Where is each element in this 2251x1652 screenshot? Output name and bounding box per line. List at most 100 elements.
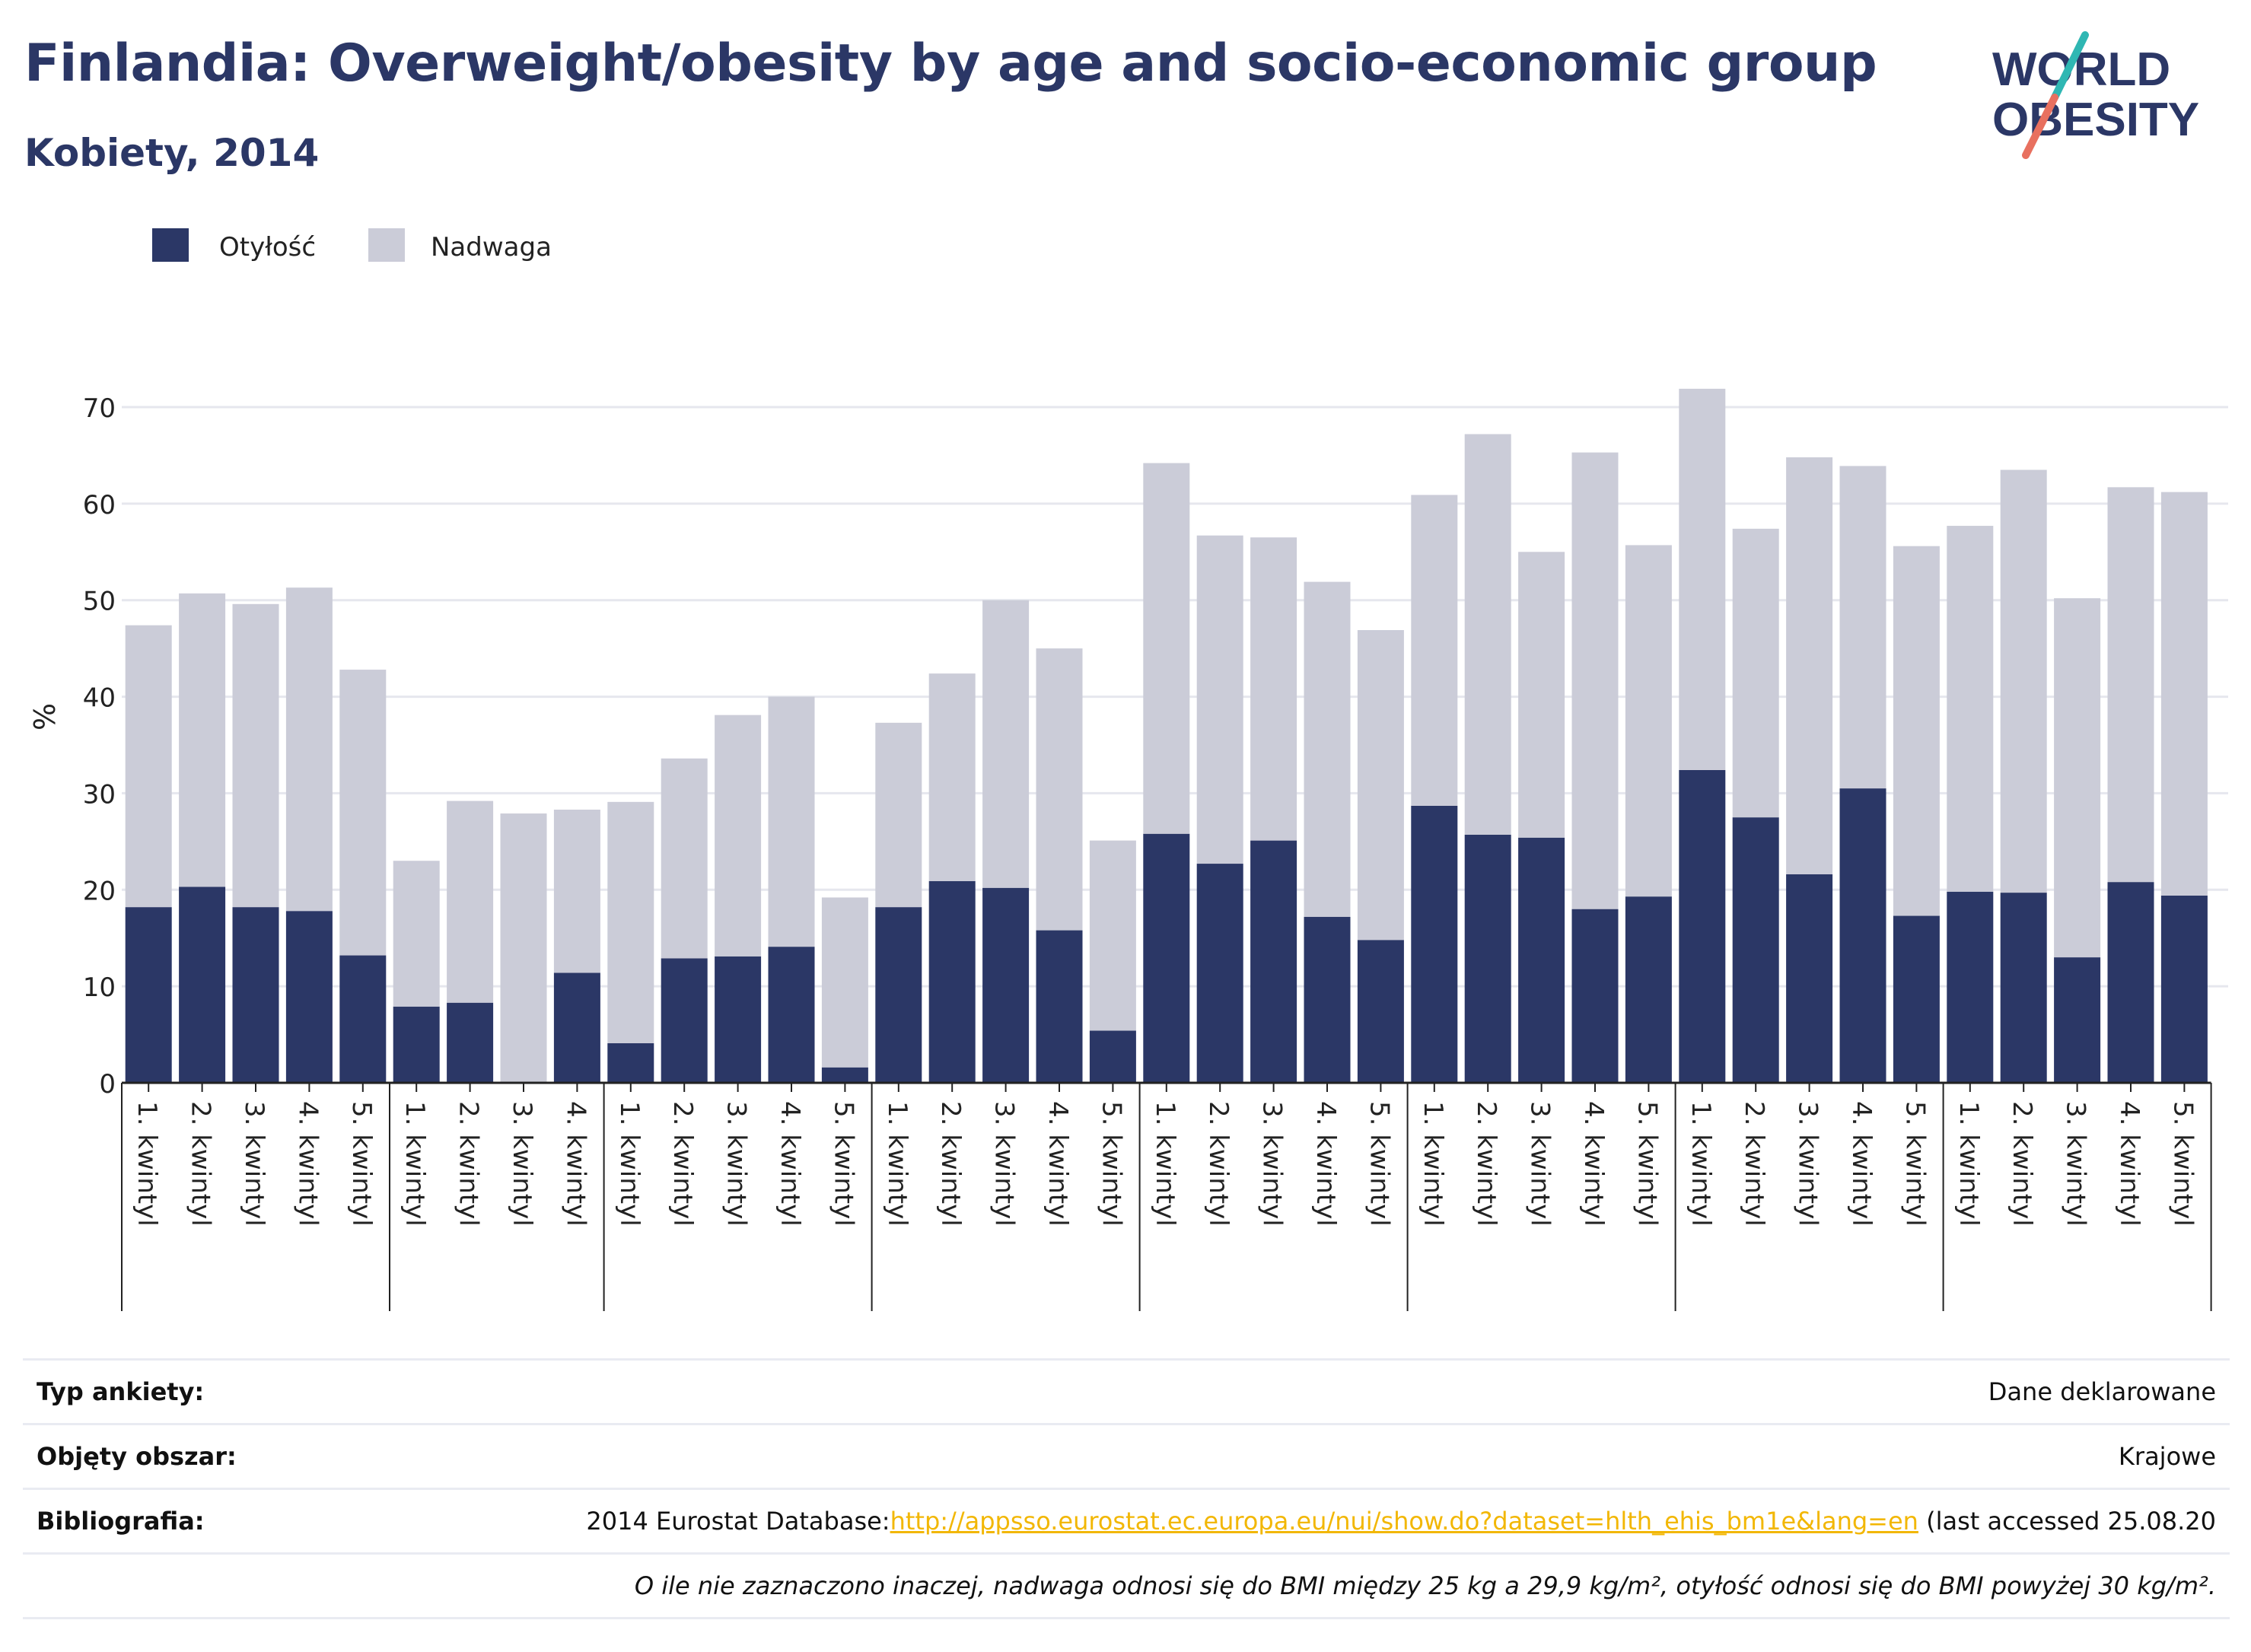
- survey-type-value: Dane deklarowane: [1988, 1377, 2216, 1406]
- y-tick-label: 20: [83, 876, 116, 906]
- area-label: Objęty obszar:: [37, 1442, 237, 1471]
- x-category-label: 4. kwintyl: [1043, 1101, 1073, 1227]
- bar-obesity: [928, 880, 976, 1083]
- bar-overweight: [125, 625, 172, 908]
- info-row-area: Objęty obszar: Krajowe: [23, 1423, 2230, 1488]
- bar-obesity: [875, 907, 922, 1083]
- bar-overweight: [1571, 452, 1619, 909]
- y-tick-label: 40: [83, 683, 116, 714]
- bar-overweight: [393, 861, 440, 1007]
- bar-obesity: [1464, 834, 1511, 1083]
- x-category-label: 3. kwintyl: [989, 1101, 1020, 1227]
- bar-overweight: [232, 603, 279, 908]
- y-tick-label: 50: [83, 587, 116, 617]
- x-category-label: 3. kwintyl: [1257, 1101, 1288, 1227]
- bar-overweight: [715, 715, 762, 957]
- bar-obesity: [1947, 891, 1994, 1083]
- x-category-label: 5. kwintyl: [828, 1101, 858, 1227]
- bar-obesity: [607, 1042, 654, 1083]
- bar-obesity: [1839, 788, 1886, 1083]
- bar-overweight: [661, 758, 708, 959]
- logo-slash-top: [2051, 31, 2089, 101]
- bar-overweight: [1893, 546, 1940, 916]
- bar-obesity: [553, 972, 600, 1083]
- x-category-label: 2. kwintyl: [186, 1101, 216, 1227]
- bar-obesity: [821, 1067, 868, 1083]
- bar-obesity: [1196, 864, 1243, 1083]
- y-axis-label: %: [28, 703, 62, 731]
- x-category-label: 3. kwintyl: [721, 1101, 752, 1227]
- bar-obesity: [2000, 893, 2047, 1083]
- x-category-label: 5. kwintyl: [1632, 1101, 1662, 1227]
- x-category-label: 3. kwintyl: [1793, 1101, 1823, 1227]
- definition-note: O ile nie zaznaczono inaczej, nadwaga od…: [634, 1571, 2216, 1600]
- bar-obesity: [339, 955, 387, 1083]
- bar-obesity: [1411, 805, 1458, 1083]
- x-category-label: 1. kwintyl: [1418, 1101, 1448, 1227]
- x-category-label: 4. kwintyl: [1310, 1101, 1341, 1227]
- bar-obesity: [1357, 940, 1404, 1083]
- y-tick-label: 10: [83, 972, 116, 1003]
- bibliography-prefix: 2014 Eurostat Database:: [586, 1507, 890, 1536]
- x-category-label: 2. kwintyl: [1739, 1101, 1769, 1227]
- y-tick-label: 70: [83, 393, 116, 424]
- bar-overweight: [1250, 537, 1297, 841]
- bar-overweight: [1464, 434, 1511, 835]
- x-category-label: 3. kwintyl: [2061, 1101, 2091, 1227]
- bar-obesity: [1036, 930, 1083, 1083]
- bar-obesity: [715, 956, 762, 1083]
- x-category-label: 1. kwintyl: [132, 1101, 162, 1227]
- y-tick-label: 60: [83, 490, 116, 520]
- x-category-label: 2. kwintyl: [454, 1101, 484, 1227]
- logo-word-world: WORLD: [1992, 43, 2170, 96]
- bar-obesity: [1304, 916, 1351, 1083]
- x-category-label: 5. kwintyl: [1364, 1101, 1394, 1227]
- x-category-label: 2. kwintyl: [1471, 1101, 1501, 1227]
- x-category-label: 1. kwintyl: [614, 1101, 645, 1227]
- info-table: Typ ankiety: Dane deklarowane Objęty obs…: [23, 1358, 2230, 1619]
- bar-obesity: [1732, 817, 1779, 1083]
- area-value: Krajowe: [2118, 1442, 2216, 1471]
- bar-obesity: [447, 1002, 494, 1083]
- x-category-label: 4. kwintyl: [560, 1101, 591, 1227]
- x-category-label: 1. kwintyl: [882, 1101, 912, 1227]
- bar-overweight: [1089, 840, 1136, 1031]
- bar-obesity: [1786, 874, 1833, 1083]
- page-subtitle: Kobiety, 2014: [24, 131, 320, 175]
- bar-obesity: [1250, 840, 1297, 1083]
- info-row-bibliography: Bibliografia: 2014 Eurostat Database:htt…: [23, 1488, 2230, 1552]
- bar-overweight: [1143, 463, 1190, 834]
- stacked-bar-chart: Otyłość Nadwaga 0 10 20 30 40 50 60 70 1. kwinty…: [28, 228, 2228, 1311]
- legend-swatch-overweight: [368, 228, 405, 262]
- page-title: Finlandia: Overweight/obesity by age and…: [24, 33, 1877, 94]
- bibliography-link[interactable]: http://appsso.eurostat.ec.europa.eu/nui/…: [890, 1507, 1918, 1536]
- x-category-label: 3. kwintyl: [1525, 1101, 1555, 1227]
- bibliography-value: 2014 Eurostat Database:http://appsso.eur…: [586, 1507, 2216, 1536]
- bar-obesity: [1089, 1030, 1136, 1083]
- bar-overweight: [1196, 535, 1243, 864]
- x-category-label: 2. kwintyl: [667, 1101, 698, 1227]
- bar-overweight: [179, 593, 226, 887]
- bar-overweight: [982, 600, 1030, 888]
- chart-bars: [125, 388, 2208, 1083]
- bar-obesity: [768, 947, 815, 1083]
- x-category-label: 4. kwintyl: [1846, 1101, 1877, 1227]
- bar-overweight: [447, 801, 494, 1003]
- bar-overweight: [339, 670, 387, 956]
- x-category-label: 5. kwintyl: [1096, 1101, 1126, 1227]
- bar-overweight: [1036, 648, 1083, 931]
- legend-label-obesity: Otyłość: [219, 232, 316, 263]
- x-category-label: 1. kwintyl: [1953, 1101, 1984, 1227]
- x-category-label: 4. kwintyl: [775, 1101, 805, 1227]
- x-category-label: 4. kwintyl: [1578, 1101, 1609, 1227]
- bar-overweight: [1357, 630, 1404, 941]
- bar-overweight: [1518, 552, 1565, 838]
- bar-overweight: [1786, 457, 1833, 874]
- legend-label-overweight: Nadwaga: [431, 232, 552, 263]
- bar-overweight: [2107, 487, 2154, 883]
- x-category-label: 4. kwintyl: [2114, 1101, 2144, 1227]
- bar-overweight: [2054, 598, 2101, 958]
- x-category-label: 2. kwintyl: [2007, 1101, 2037, 1227]
- bar-overweight: [1839, 466, 1886, 789]
- bar-obesity: [232, 907, 279, 1083]
